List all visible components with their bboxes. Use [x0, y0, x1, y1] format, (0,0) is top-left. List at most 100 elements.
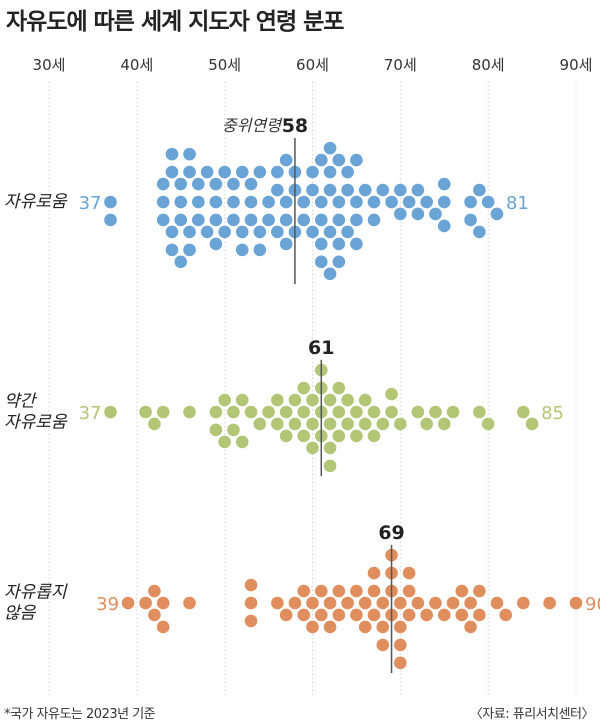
- data-point: [367, 608, 381, 622]
- data-point: [288, 417, 302, 431]
- data-point: [323, 267, 337, 281]
- data-point: [332, 195, 346, 209]
- source-note: 〈자료: 퓨리서치센터〉: [469, 707, 595, 722]
- data-point: [183, 165, 196, 179]
- data-point: [235, 165, 249, 179]
- data-point: [323, 441, 337, 455]
- data-point: [394, 183, 407, 197]
- footnote: *국가 자유도는 2023년 기준: [4, 707, 156, 722]
- data-point: [341, 165, 354, 179]
- data-point: [350, 153, 363, 167]
- data-point: [367, 405, 381, 419]
- data-point: [279, 608, 293, 622]
- data-point: [297, 584, 311, 598]
- data-point: [235, 243, 249, 257]
- data-point: [218, 393, 231, 407]
- data-point: [358, 417, 372, 431]
- x-tick-label: 40세: [120, 56, 153, 74]
- data-point: [148, 417, 161, 431]
- data-point: [183, 596, 196, 610]
- data-point: [473, 225, 486, 239]
- data-point: [271, 393, 284, 407]
- data-point: [209, 177, 223, 191]
- data-point: [139, 405, 152, 419]
- group-label: 자유로움: [4, 192, 68, 212]
- data-point: [358, 393, 372, 407]
- data-point: [227, 177, 240, 191]
- chart-title: 자유도에 따른 세계 지도자 연령 분포: [6, 9, 344, 35]
- data-point: [288, 596, 302, 610]
- data-point: [358, 620, 372, 634]
- data-point: [332, 153, 346, 167]
- median-value: 69: [378, 522, 404, 544]
- max-age-label: 90: [585, 594, 600, 615]
- data-point: [464, 620, 477, 634]
- data-point: [165, 243, 179, 257]
- data-point: [358, 596, 372, 610]
- data-point: [473, 608, 486, 622]
- data-point: [323, 165, 337, 179]
- data-point: [402, 608, 416, 622]
- data-point: [367, 429, 381, 443]
- data-point: [411, 207, 425, 221]
- data-point: [271, 225, 284, 239]
- data-point: [165, 225, 179, 239]
- data-point: [314, 195, 328, 209]
- data-point: [174, 177, 188, 191]
- data-point: [350, 405, 363, 419]
- data-point: [385, 387, 398, 401]
- data-point: [235, 393, 249, 407]
- min-age-label: 37: [79, 403, 102, 424]
- data-point: [148, 608, 161, 622]
- data-point: [306, 393, 319, 407]
- data-point: [402, 195, 416, 209]
- data-point: [420, 608, 433, 622]
- data-point: [332, 255, 346, 269]
- data-point: [332, 584, 346, 598]
- data-point: [227, 195, 240, 209]
- data-point: [174, 255, 188, 269]
- data-point: [411, 405, 425, 419]
- data-point: [297, 608, 311, 622]
- data-point: [437, 219, 451, 233]
- data-point: [104, 213, 117, 227]
- data-point: [332, 213, 346, 227]
- data-point: [350, 195, 363, 209]
- data-point: [297, 429, 311, 443]
- data-point: [314, 608, 328, 622]
- data-point: [411, 596, 425, 610]
- data-point: [297, 381, 311, 395]
- data-point: [244, 213, 258, 227]
- min-age-label: 39: [96, 594, 119, 615]
- data-point: [253, 165, 267, 179]
- data-point: [156, 213, 170, 227]
- data-point: [455, 584, 469, 598]
- group-label: 약간 자유로움: [4, 392, 68, 433]
- data-point: [209, 423, 223, 437]
- data-point: [218, 165, 231, 179]
- data-point: [209, 213, 223, 227]
- data-point: [165, 147, 179, 161]
- data-point: [148, 584, 161, 598]
- data-point: [227, 405, 240, 419]
- data-point: [279, 153, 293, 167]
- data-point: [174, 213, 188, 227]
- data-point: [367, 195, 381, 209]
- data-point: [323, 225, 337, 239]
- data-point: [525, 417, 539, 431]
- data-point: [350, 429, 363, 443]
- data-point: [253, 243, 267, 257]
- data-point: [517, 405, 530, 419]
- data-point: [481, 195, 495, 209]
- min-age-label: 37: [79, 193, 102, 214]
- data-point: [183, 225, 196, 239]
- data-point: [473, 405, 486, 419]
- data-point: [218, 225, 231, 239]
- data-point: [481, 417, 495, 431]
- data-point: [464, 596, 477, 610]
- data-point: [314, 237, 328, 251]
- data-point: [437, 177, 451, 191]
- data-point: [341, 225, 354, 239]
- data-point: [262, 405, 275, 419]
- data-point: [367, 213, 381, 227]
